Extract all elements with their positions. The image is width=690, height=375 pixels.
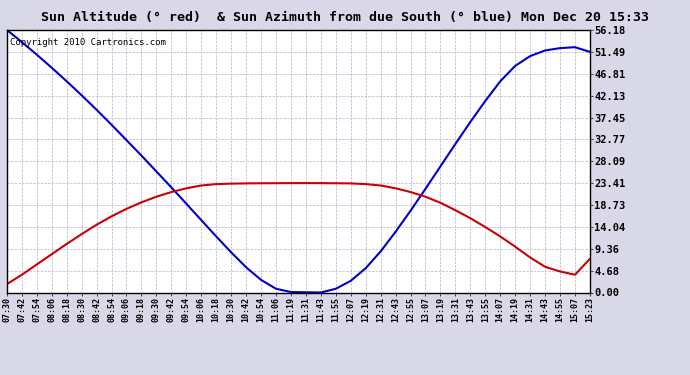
Text: Copyright 2010 Cartronics.com: Copyright 2010 Cartronics.com — [10, 38, 166, 47]
Text: Sun Altitude (° red)  & Sun Azimuth from due South (° blue) Mon Dec 20 15:33: Sun Altitude (° red) & Sun Azimuth from … — [41, 11, 649, 24]
